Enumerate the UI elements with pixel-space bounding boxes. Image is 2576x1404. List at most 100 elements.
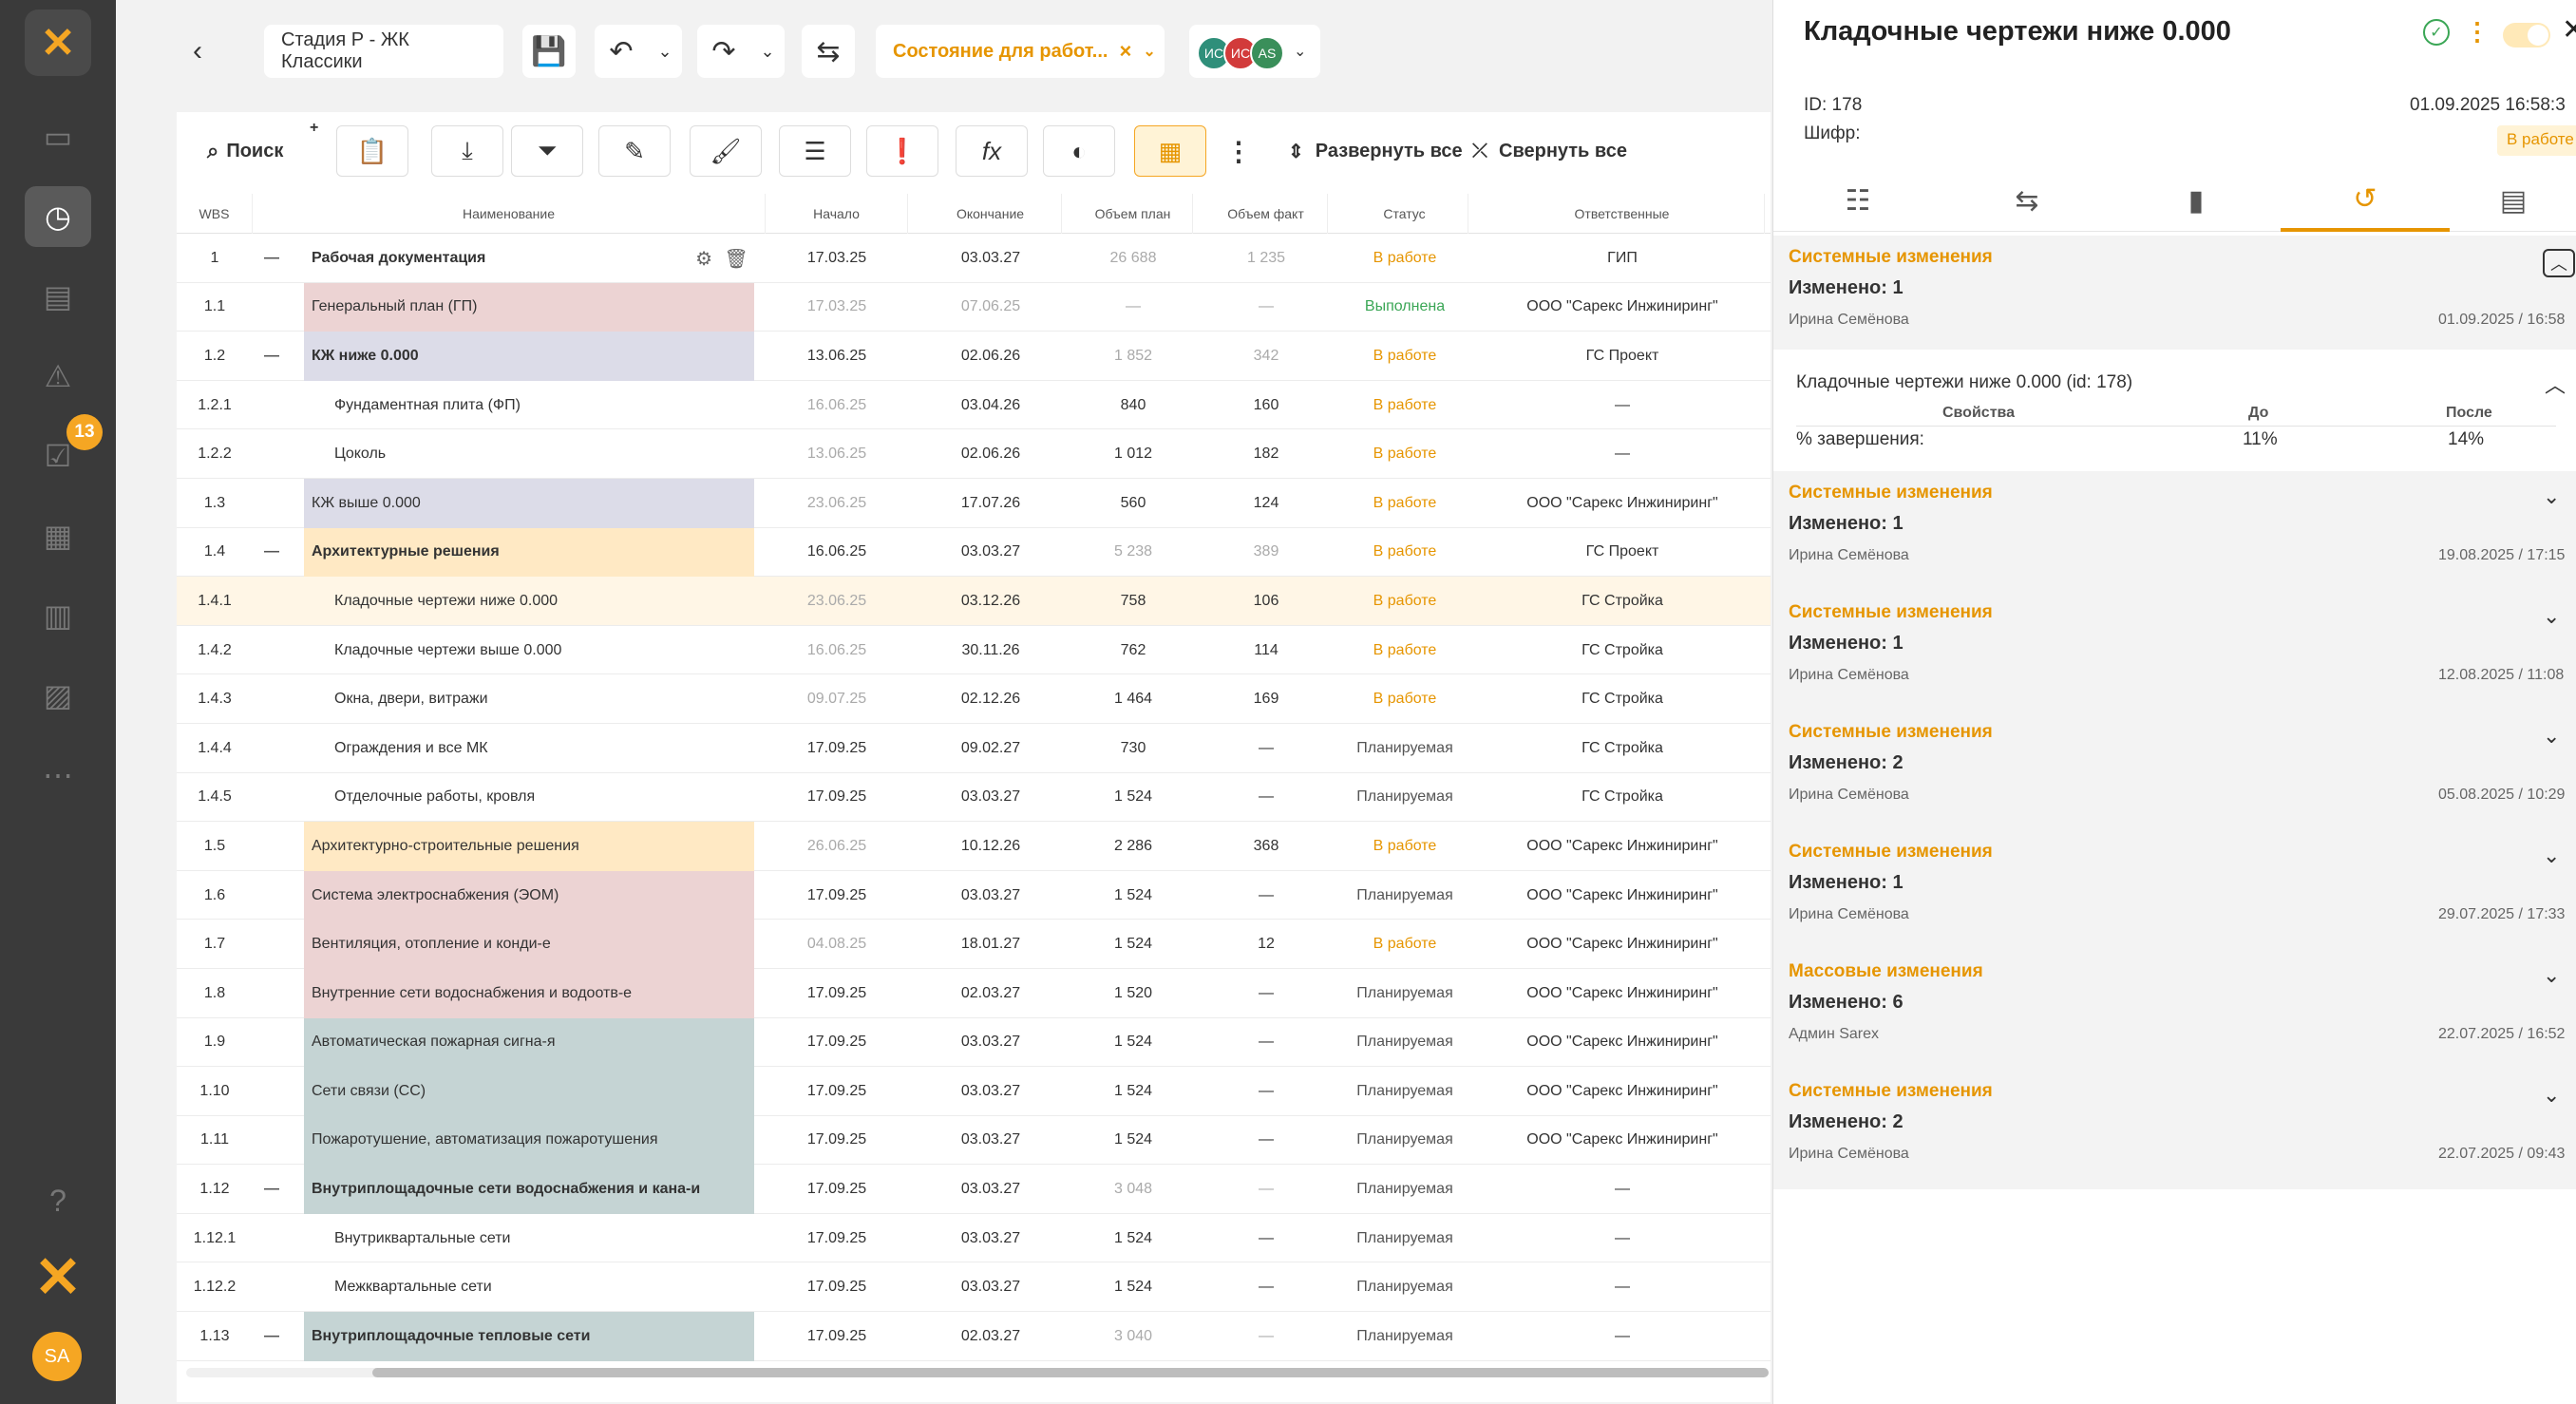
collapse-toggle[interactable] xyxy=(253,822,291,871)
state-filter[interactable]: Состояние для работ... × ⌄ xyxy=(876,25,1165,78)
edit-icon[interactable]: ✎ xyxy=(598,125,671,177)
table-row[interactable]: 1.1 Генеральный план (ГП) 17.03.25 07.06.25… xyxy=(177,282,1771,332)
undo-button[interactable]: ↶ xyxy=(595,25,648,78)
user-avatar[interactable]: SA xyxy=(32,1332,82,1381)
name-cell[interactable]: Архитектурные решения xyxy=(304,527,754,578)
help-icon[interactable]: ? xyxy=(49,1183,66,1218)
back-button[interactable]: ‹ xyxy=(193,35,202,66)
building-icon[interactable]: ▥ xyxy=(43,598,73,633)
table-row[interactable]: 1.2.1 Фундаментная плита (ФП) 16.06.25 03.0… xyxy=(177,381,1771,430)
chevron-down-icon[interactable]: ⌄ xyxy=(2543,844,2561,867)
name-cell[interactable]: Автоматическая пожарная сигна-я xyxy=(304,1017,754,1068)
clipboard-icon[interactable]: 📋 xyxy=(336,125,408,177)
expand-all-button[interactable]: ⇕ Развернуть все xyxy=(1288,125,1463,177)
table-row[interactable]: 1.9 Автоматическая пожарная сигна-я 17.09.… xyxy=(177,1017,1771,1068)
table-row[interactable]: 1.8 Внутренние сети водоснабжения и водоо… xyxy=(177,968,1771,1018)
collapse-toggle[interactable] xyxy=(253,577,291,626)
warning-icon[interactable]: ❗ xyxy=(866,125,938,177)
collapse-toggle[interactable] xyxy=(253,969,291,1018)
name-cell[interactable]: Внутренние сети водоснабжения и водоотв-… xyxy=(304,968,754,1018)
user-avatar-2[interactable]: ИС xyxy=(1223,36,1258,70)
table-row[interactable]: 1.4 — Архитектурные решения 16.06.25 03.03.2… xyxy=(177,527,1771,578)
header-responsible[interactable]: Ответственные xyxy=(1480,194,1765,234)
header-fact[interactable]: Объем факт xyxy=(1204,194,1328,234)
table-row[interactable]: 1.12.1 Внутриквартальные сети 17.09.25 03.0… xyxy=(177,1214,1771,1263)
undo-dropdown-icon[interactable]: ⌄ xyxy=(648,25,682,78)
align-icon[interactable]: ☰ xyxy=(779,125,851,177)
table-row[interactable]: 1.4.3 Окна, двери, витражи 09.07.25 02.12.2… xyxy=(177,674,1771,724)
name-cell[interactable]: Внутриквартальные сети xyxy=(334,1229,511,1246)
name-cell[interactable]: Пожаротушение, автоматизация пожаротушен… xyxy=(304,1115,754,1166)
history-item[interactable]: Системные изменения Изменено: 2 Ирина Семё… xyxy=(1773,711,2576,830)
name-cell[interactable]: Система электроснабжения (ЭОМ) xyxy=(304,870,754,920)
table-row[interactable]: 1.11 Пожаротушение, автоматизация пожарот… xyxy=(177,1115,1771,1166)
tab-attachments[interactable]: ▮ xyxy=(2112,169,2281,232)
table-row[interactable]: 1.6 Система электроснабжения (ЭОМ) 17.09.2… xyxy=(177,870,1771,920)
collapse-toggle[interactable] xyxy=(253,871,291,920)
palette-icon[interactable]: ◐ xyxy=(1043,125,1115,177)
check-task-icon[interactable]: ☑ xyxy=(44,439,72,473)
document-icon[interactable]: ▤ xyxy=(43,279,73,313)
collapse-toggle[interactable] xyxy=(253,479,291,528)
redo-dropdown-icon[interactable]: ⌄ xyxy=(750,25,785,78)
table-row[interactable]: 1.4.4 Ограждения и все МК 17.09.25 09.02.27… xyxy=(177,724,1771,773)
chart-icon[interactable]: ▨ xyxy=(43,678,73,712)
collapse-toggle[interactable] xyxy=(253,773,291,823)
collapse-toggle[interactable] xyxy=(253,1116,291,1166)
video-icon[interactable]: ▭ xyxy=(43,120,73,154)
collapse-toggle[interactable] xyxy=(253,1067,291,1116)
download-icon[interactable]: ⤓ xyxy=(431,125,503,177)
table-row[interactable]: 1.12 — Внутриплощадочные сети водоснабжени… xyxy=(177,1165,1771,1214)
collapse-toggle[interactable] xyxy=(253,1018,291,1068)
collapse-toggle[interactable] xyxy=(253,1262,291,1312)
table-row[interactable]: 1.2.2 Цоколь 13.06.25 02.06.26 1 012 182 В раб… xyxy=(177,429,1771,479)
collapse-toggle[interactable] xyxy=(253,626,291,675)
table-row[interactable]: 1.4.5 Отделочные работы, кровля 17.09.25 03… xyxy=(177,773,1771,823)
search-button[interactable]: ⌕ Поиск + xyxy=(207,120,318,177)
collapse-toggle[interactable] xyxy=(253,381,291,430)
swap-icon[interactable]: ⇆ xyxy=(802,25,855,78)
close-icon[interactable]: ✕ xyxy=(2562,14,2576,46)
table-row[interactable]: 1.7 Вентиляция, отопление и конди-е 04.08.… xyxy=(177,920,1771,969)
history-item[interactable]: Системные изменения Изменено: 1 Ирина Семё… xyxy=(1773,830,2576,950)
collapse-toggle[interactable] xyxy=(253,1214,291,1263)
header-wbs[interactable]: WBS xyxy=(177,194,253,234)
name-cell[interactable]: Ограждения и все МК xyxy=(334,739,488,756)
collapse-toggle[interactable]: — xyxy=(264,1181,279,1198)
logo-icon[interactable]: ✕ xyxy=(25,9,91,76)
project-title-button[interactable]: Стадия Р - ЖК Классики xyxy=(264,25,503,78)
chevron-up-icon[interactable]: ︿ xyxy=(2545,373,2567,397)
gear-icon[interactable]: ⚙ xyxy=(695,248,713,270)
redo-button[interactable]: ↷ xyxy=(697,25,750,78)
chevron-down-icon[interactable]: ⌄ xyxy=(1143,44,1156,60)
name-cell[interactable]: Рабочая документация xyxy=(312,249,486,266)
more-vertical-icon[interactable]: ⋮ xyxy=(2465,17,2490,46)
trash-icon[interactable]: 🗑 xyxy=(724,248,748,270)
collapse-toggle[interactable]: — xyxy=(264,347,279,364)
history-item[interactable]: Системные изменения Изменено: 1 Ирина Семё… xyxy=(1773,236,2576,471)
collapse-toggle[interactable]: — xyxy=(264,1327,279,1344)
user-avatar-3[interactable]: AS xyxy=(1250,36,1284,70)
history-item[interactable]: Системные изменения Изменено: 1 Ирина Семё… xyxy=(1773,591,2576,711)
header-end[interactable]: Окончание xyxy=(919,194,1062,234)
calendar-icon[interactable]: ▦ xyxy=(43,519,73,553)
header-status[interactable]: Статус xyxy=(1341,194,1468,234)
table-row[interactable]: 1.4.1 Кладочные чертежи ниже 0.000 23.06.2… xyxy=(177,577,1771,626)
more-vertical-icon[interactable]: ⋮ xyxy=(1225,136,1252,166)
name-cell[interactable]: Вентиляция, отопление и конди-е xyxy=(304,920,754,969)
state-clear-icon[interactable]: × xyxy=(1119,39,1132,63)
collapse-all-button[interactable]: ⤫ Свернуть все xyxy=(1472,125,1627,177)
tab-history[interactable]: ↺ xyxy=(2281,169,2450,232)
tab-comments[interactable]: ▤ xyxy=(2450,169,2576,232)
name-cell[interactable]: Окна, двери, витражи xyxy=(334,691,488,708)
name-cell[interactable]: Отделочные работы, кровля xyxy=(334,788,536,806)
chevron-down-icon[interactable]: ⌄ xyxy=(2543,484,2561,508)
collapse-toggle[interactable] xyxy=(253,724,291,773)
table-row[interactable]: 1.12.2 Межквартальные сети 17.09.25 03.03.2… xyxy=(177,1262,1771,1313)
name-cell[interactable]: Кладочные чертежи ниже 0.000 xyxy=(334,592,559,609)
table-row[interactable]: 1.13 — Внутриплощадочные тепловые сети 17.0… xyxy=(177,1312,1771,1361)
history-item[interactable]: Системные изменения Изменено: 2 Ирина Семё… xyxy=(1773,1070,2576,1189)
panel-toggle[interactable] xyxy=(2503,23,2550,47)
chevron-down-icon[interactable]: ⌄ xyxy=(2543,1083,2561,1107)
name-cell[interactable]: Межквартальные сети xyxy=(334,1279,492,1296)
